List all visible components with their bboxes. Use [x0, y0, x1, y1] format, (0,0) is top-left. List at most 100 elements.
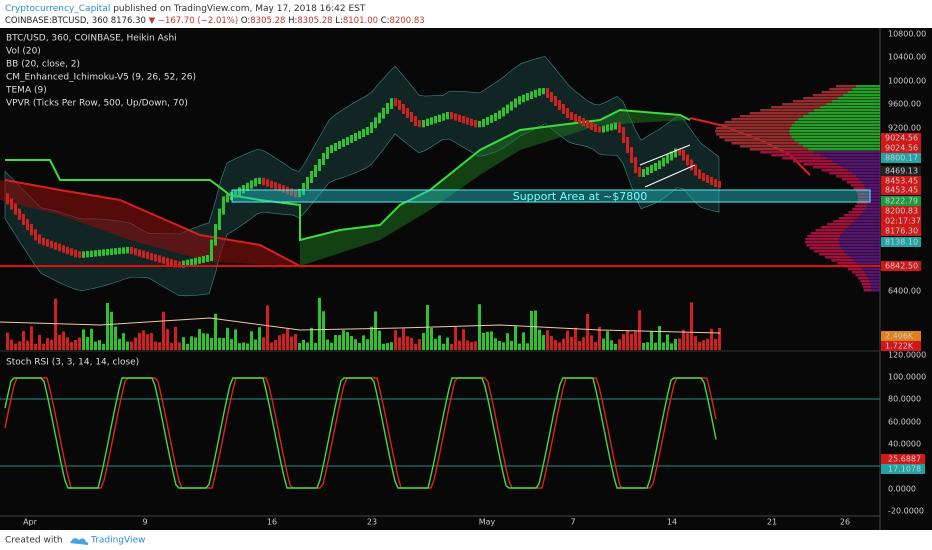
- volume-bar: [134, 337, 137, 350]
- volume-bar: [450, 343, 453, 350]
- volume-bar: [362, 335, 365, 350]
- candle: [566, 108, 569, 118]
- vpvr-row-down: [825, 256, 850, 259]
- volume-bar: [478, 304, 481, 350]
- support-box: [231, 189, 871, 203]
- candle: [314, 165, 317, 177]
- candle: [198, 256, 201, 264]
- candle: [522, 94, 525, 103]
- candle: [134, 248, 137, 256]
- volume-bar: [298, 342, 301, 350]
- vpvr-row-down: [731, 142, 799, 145]
- candle: [182, 260, 185, 268]
- vpvr-row: [749, 112, 880, 115]
- vpvr-row-down: [724, 121, 795, 124]
- rsi-tick: 0.0000: [888, 485, 916, 494]
- symbol: COINBASE:BTCUSD, 360: [5, 16, 108, 26]
- vpvr-row: [855, 205, 880, 208]
- volume-bar: [210, 338, 213, 350]
- date-label: 23: [367, 518, 377, 527]
- vpvr-row: [833, 220, 880, 223]
- vpvr-row: [724, 139, 880, 142]
- volume-bar: [222, 337, 225, 350]
- vpvr-row: [760, 109, 880, 112]
- volume-bar: [402, 328, 405, 350]
- vpvr-row: [855, 190, 880, 193]
- vpvr-row-down: [860, 280, 870, 283]
- volume-bar: [286, 328, 289, 350]
- volume-bar: [174, 326, 177, 350]
- volume-bar: [274, 340, 277, 350]
- candle: [390, 98, 393, 109]
- volume-bar: [246, 343, 249, 350]
- vpvr-row: [715, 130, 880, 133]
- vpvr-row: [844, 214, 880, 217]
- volume-bar: [22, 331, 25, 350]
- candle: [402, 104, 405, 114]
- candle: [450, 112, 453, 120]
- annotation: Support Area at ~$7800: [513, 190, 648, 203]
- vpvr-row: [858, 277, 880, 280]
- candle: [426, 118, 429, 126]
- vpvr-row: [815, 229, 880, 232]
- price-tick: 9600.00: [888, 100, 921, 109]
- volume-bar: [254, 339, 257, 350]
- date-label: 14: [667, 518, 677, 527]
- volume-bar: [570, 336, 573, 350]
- vpvr-row: [812, 166, 880, 169]
- vpvr-row-down: [838, 217, 858, 220]
- vpvr-row-down: [829, 88, 853, 91]
- candle: [574, 114, 577, 122]
- vpvr-row-down: [760, 151, 815, 154]
- volume-bar: [114, 326, 117, 350]
- volume-bar: [562, 338, 565, 350]
- volume-bar: [506, 333, 509, 350]
- volume-bar: [226, 327, 229, 350]
- volume-bar: [202, 333, 205, 350]
- volume-bar: [82, 329, 85, 350]
- candle: [362, 129, 365, 137]
- volume-bar: [610, 340, 613, 350]
- vpvr-row-down: [803, 97, 838, 100]
- candle: [370, 122, 373, 133]
- volume-bar: [678, 338, 681, 350]
- price-marker-bg: [881, 176, 921, 186]
- candle: [114, 248, 117, 255]
- candle: [326, 147, 329, 159]
- candle: [78, 251, 81, 258]
- volume-bar: [290, 336, 293, 350]
- header-bg: [0, 0, 932, 28]
- vpvr-row: [821, 169, 880, 172]
- brand[interactable]: TradingView: [90, 536, 145, 546]
- vpvr-row: [862, 286, 880, 289]
- candle: [34, 229, 37, 241]
- volume-bar: [622, 334, 625, 350]
- candle: [242, 185, 245, 194]
- volume-bar: [310, 327, 313, 350]
- candle: [118, 247, 121, 255]
- candle: [606, 124, 609, 132]
- candle: [346, 137, 349, 145]
- candle: [50, 240, 53, 249]
- candle: [658, 160, 661, 169]
- candle: [110, 248, 113, 255]
- v: 8305.28: [250, 16, 285, 26]
- author-link[interactable]: Cryptocurrency_Capital: [5, 4, 110, 14]
- price-marker: 8176.30: [885, 227, 918, 236]
- candle: [338, 141, 341, 149]
- volume-bar: [614, 343, 617, 350]
- candle: [126, 247, 129, 254]
- date-label: 9: [142, 518, 147, 527]
- price-marker: 8800.17: [885, 154, 918, 163]
- v: 8101.00: [343, 16, 378, 26]
- price-marker-bg: [881, 143, 921, 153]
- date-label: May: [479, 518, 496, 527]
- price-marker: 8453.45: [885, 177, 918, 186]
- candle: [90, 250, 93, 257]
- volume-bar: [334, 334, 337, 350]
- vpvr-row: [805, 241, 880, 244]
- candle: [226, 194, 229, 203]
- candle: [670, 151, 673, 161]
- vpvr-row-down: [716, 127, 790, 130]
- volume-bar: [230, 339, 233, 350]
